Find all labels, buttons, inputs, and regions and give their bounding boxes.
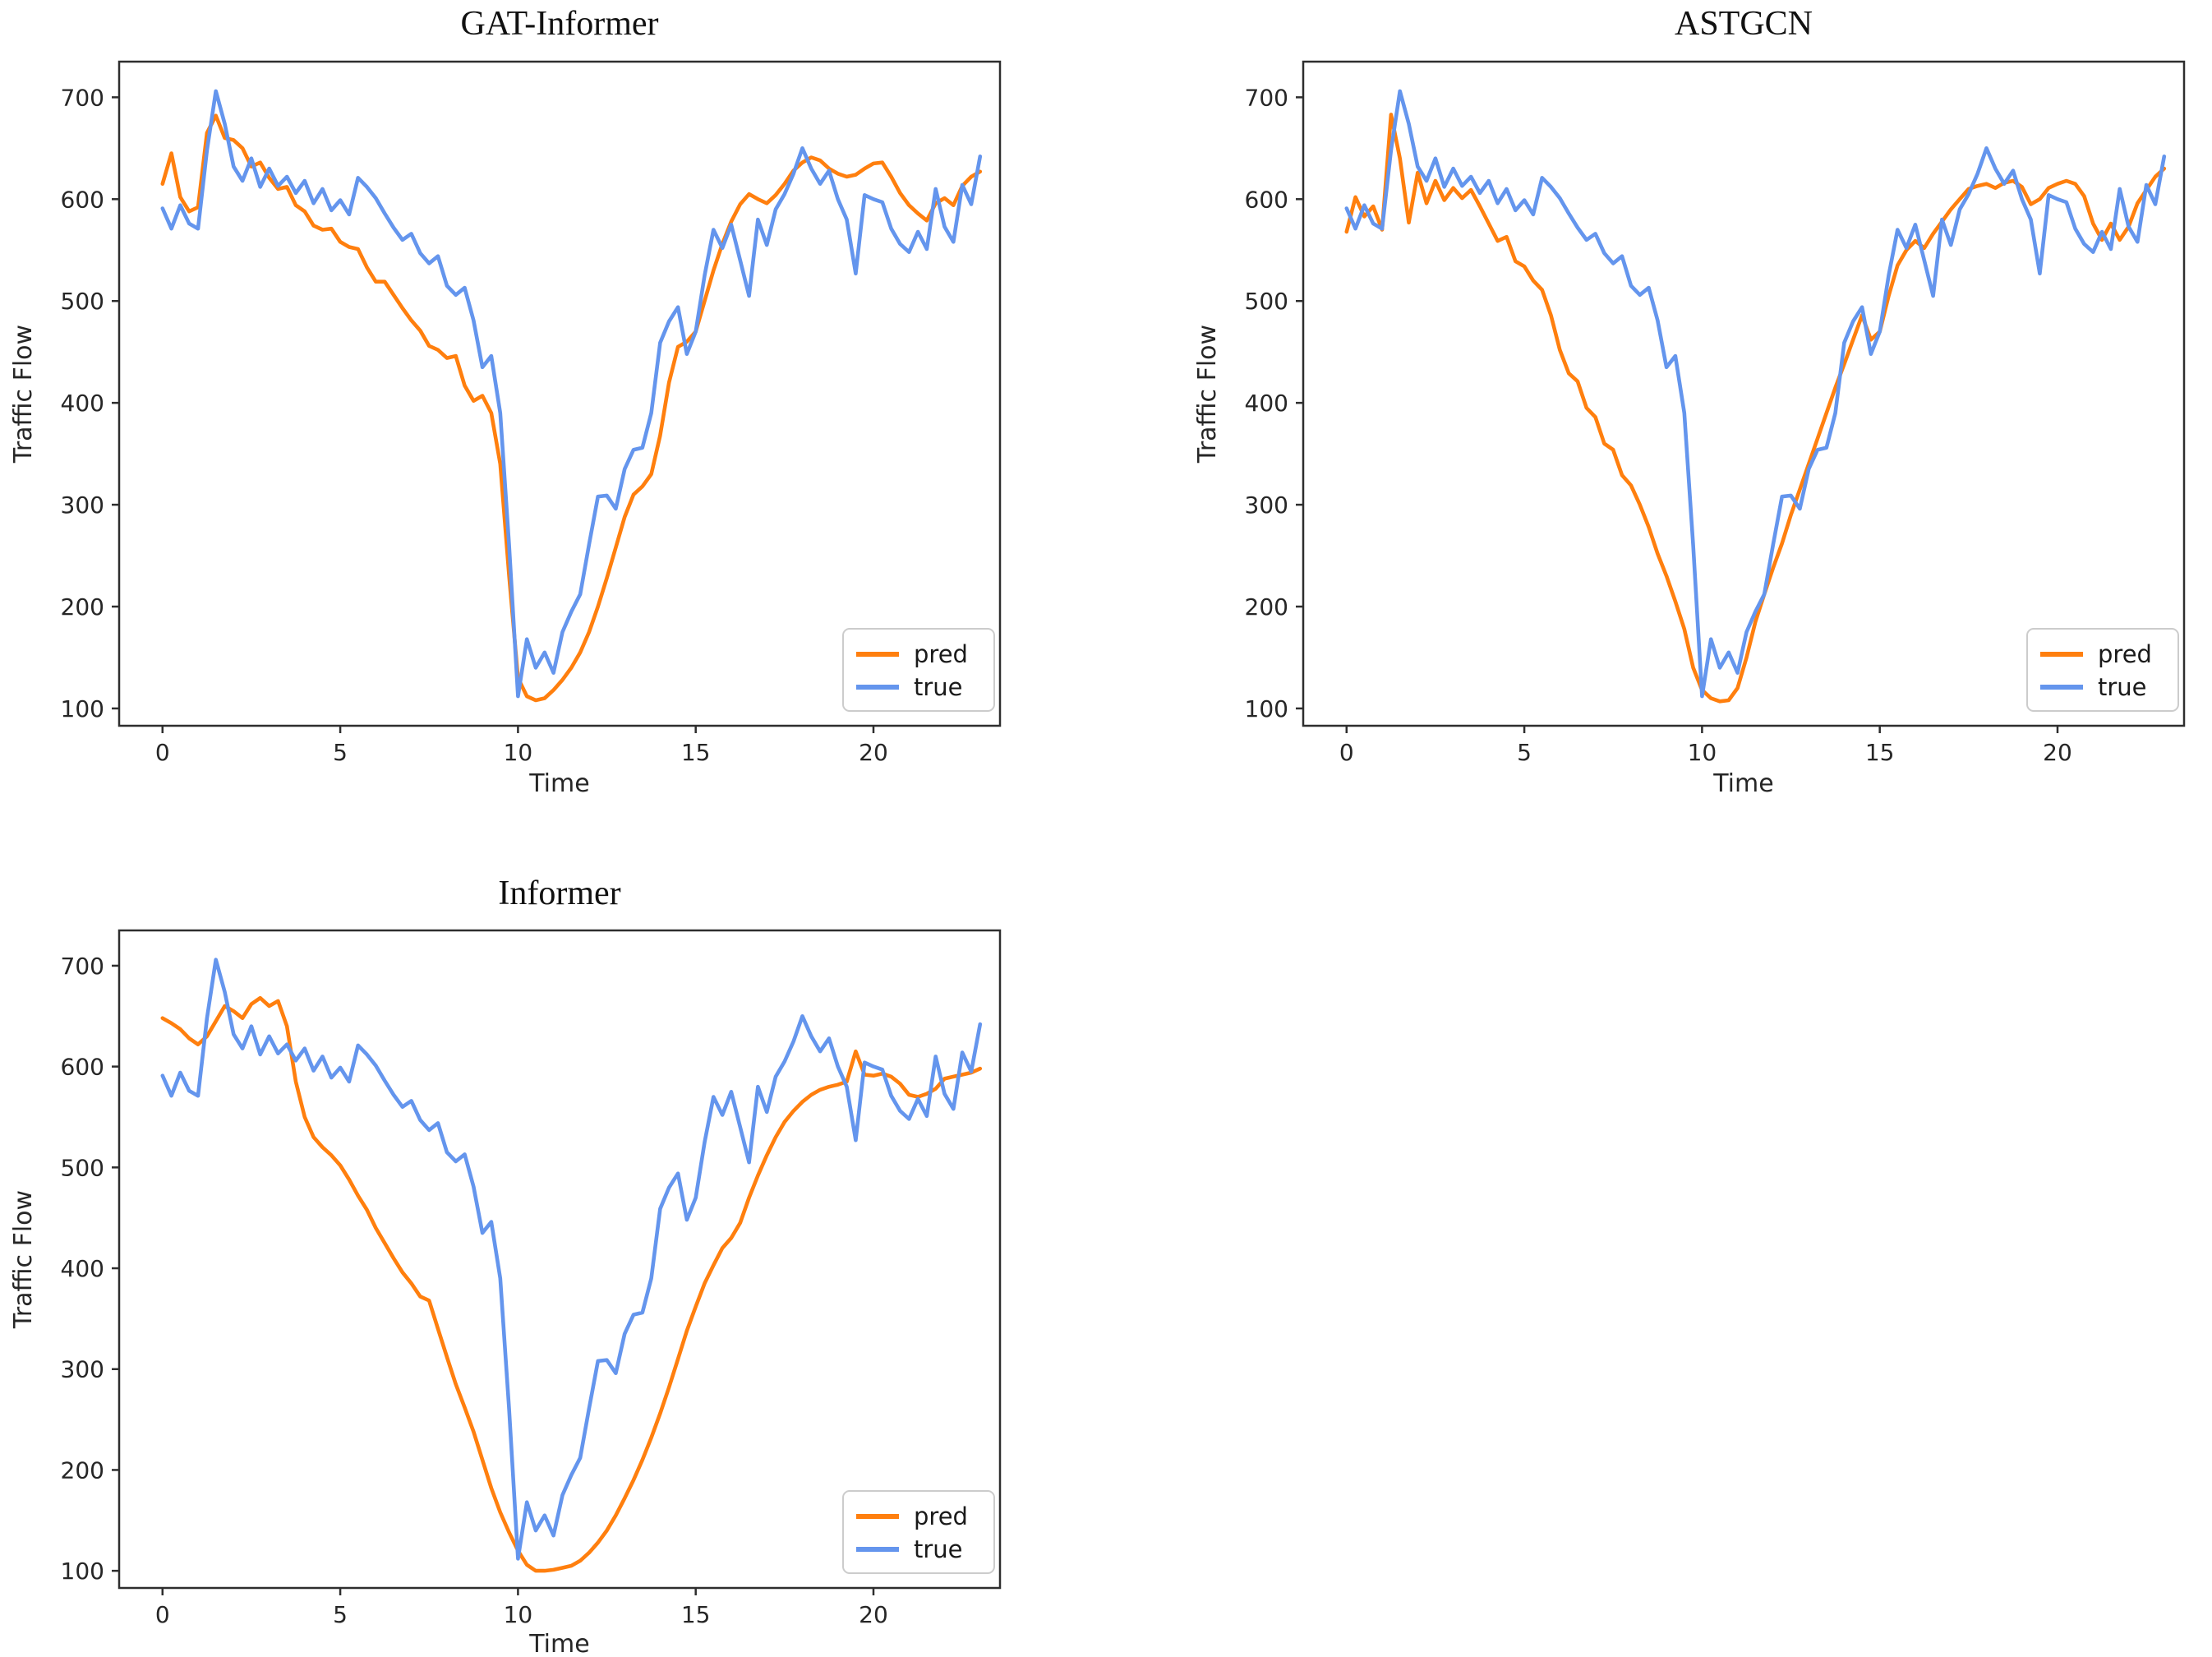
y-tick-label: 300 [61, 1356, 104, 1383]
axes-box [118, 60, 1002, 727]
y-axis-label: Traffic Flow [9, 325, 38, 464]
legend: pred true [2026, 628, 2179, 712]
legend-label-pred: pred [2098, 640, 2152, 668]
y-tick-label: 700 [1245, 84, 1288, 111]
x-tick-label: 15 [681, 1601, 711, 1628]
x-tick-label: 15 [1865, 739, 1895, 766]
legend-label-true: true [2098, 673, 2147, 701]
x-tick-label: 0 [155, 739, 170, 766]
y-tick-label: 700 [61, 953, 104, 980]
chart-gat-informer: GAT-Informer Time Traffic Flow 0 5 10 15 20 1… [9, 5, 1002, 798]
x-tick-label: 5 [1517, 739, 1532, 766]
x-tick-label: 20 [859, 1601, 888, 1628]
legend: pred true [842, 628, 995, 712]
series-line-pred [1344, 113, 2167, 704]
y-tick-label: 500 [1245, 288, 1288, 315]
legend-box [842, 1490, 995, 1574]
plot-area: 0 5 10 15 20 100 200 300 400 500 600 700 [61, 60, 1002, 766]
chart-astgcn: ASTGCN Time Traffic Flow 0 5 10 15 20 100 200 3… [1193, 5, 2186, 798]
y-tick-label: 200 [61, 593, 104, 621]
y-tick-label: 700 [61, 84, 104, 111]
legend-label-pred: pred [914, 1502, 968, 1530]
axes-box [118, 929, 1002, 1590]
x-tick-label: 10 [504, 1601, 533, 1628]
chart-title: GAT-Informer [460, 5, 658, 43]
axes-box [1302, 60, 2186, 727]
plot-area: 0 5 10 15 20 100 200 300 400 500 600 700 [61, 929, 1002, 1628]
y-tick-label: 300 [61, 492, 104, 519]
series-line-true [160, 958, 983, 1561]
chart-title: Informer [498, 875, 620, 912]
y-axis-label: Traffic Flow [9, 1190, 38, 1329]
legend-label-pred: pred [914, 640, 968, 668]
y-tick-label: 500 [61, 1154, 104, 1181]
y-axis-label: Traffic Flow [1193, 325, 1222, 464]
y-tick-label: 600 [61, 1054, 104, 1081]
legend-label-true: true [914, 673, 963, 701]
legend-box [2026, 628, 2179, 712]
x-tick-label: 5 [333, 739, 348, 766]
y-tick-label: 400 [61, 1255, 104, 1282]
legend-box [842, 628, 995, 712]
y-tick-label: 600 [61, 186, 104, 213]
series-line-true [1344, 89, 2167, 699]
y-tick-label: 400 [1245, 390, 1288, 417]
y-tick-label: 200 [61, 1456, 104, 1484]
x-tick-label: 0 [155, 1601, 170, 1628]
x-axis-label: Time [528, 769, 589, 798]
x-tick-label: 20 [2043, 739, 2072, 766]
series-line-true [160, 89, 983, 699]
y-tick-label: 500 [61, 288, 104, 315]
plot-area: 0 5 10 15 20 100 200 300 400 500 600 700 [1245, 60, 2186, 766]
x-axis-label: Time [528, 1630, 589, 1657]
x-tick-label: 20 [859, 739, 888, 766]
legend: pred true [842, 1490, 995, 1574]
legend-label-true: true [914, 1535, 963, 1563]
y-tick-label: 200 [1245, 593, 1288, 621]
x-tick-label: 10 [504, 739, 533, 766]
x-axis-label: Time [1712, 769, 1773, 798]
x-tick-label: 15 [681, 739, 711, 766]
x-tick-label: 0 [1339, 739, 1354, 766]
y-tick-label: 100 [61, 1558, 104, 1585]
y-tick-label: 100 [1245, 695, 1288, 722]
chart-title: ASTGCN [1675, 5, 1813, 43]
y-tick-label: 100 [61, 695, 104, 722]
series-line-pred [160, 995, 983, 1573]
y-tick-label: 600 [1245, 186, 1288, 213]
y-tick-label: 400 [61, 390, 104, 417]
y-tick-label: 300 [1245, 492, 1288, 519]
chart-informer: Informer Time Traffic Flow 0 5 10 15 20 100 20… [9, 875, 1002, 1657]
x-tick-label: 10 [1688, 739, 1717, 766]
x-tick-label: 5 [333, 1601, 348, 1628]
series-line-pred [160, 113, 983, 703]
